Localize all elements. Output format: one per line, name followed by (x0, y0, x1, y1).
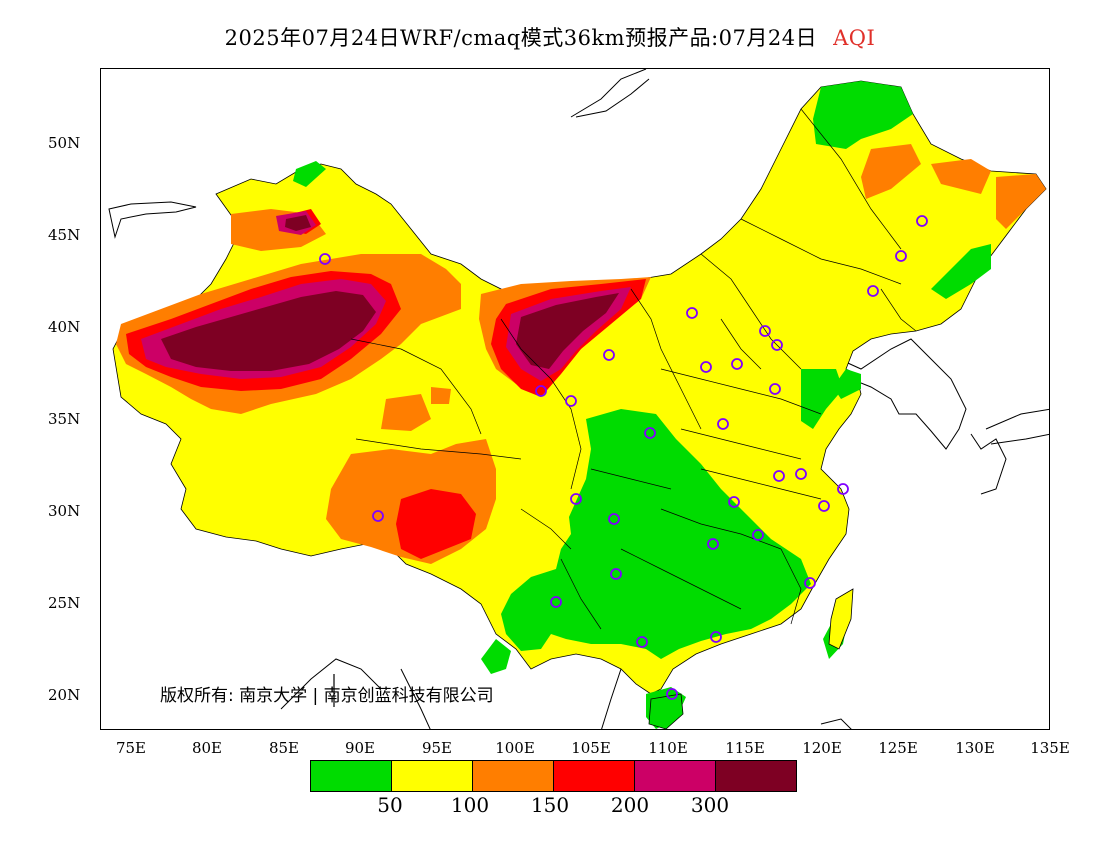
legend-label: 150 (530, 793, 570, 817)
legend-label: 300 (690, 793, 730, 817)
title-text: 2025年07月24日WRF/cmaq模式36km预报产品:07月24日 (224, 26, 818, 50)
lat-tick: 35N (48, 410, 81, 428)
lon-tick: 75E (115, 739, 147, 757)
legend-label: 100 (450, 793, 490, 817)
lat-tick: 30N (48, 502, 81, 520)
aqi-label: AQI (833, 26, 876, 50)
lon-tick: 125E (878, 739, 918, 757)
islands (648, 588, 854, 729)
map-panel[interactable] (100, 68, 1050, 730)
lon-tick: 80E (191, 739, 223, 757)
legend-label: 50 (377, 793, 403, 817)
lon-tick: 100E (495, 739, 535, 757)
lat-tick: 50N (48, 134, 81, 152)
copyright-text: 版权所有: 南京大学 | 南京创蓝科技有限公司 (160, 686, 494, 706)
legend-swatch-moderate (392, 761, 473, 791)
province-boundaries (350, 108, 917, 630)
lon-tick: 110E (648, 739, 688, 757)
china-aqi-map (108, 69, 1049, 729)
lat-tick: 45N (48, 226, 81, 244)
lat-tick: 20N (48, 686, 81, 704)
lat-tick: 25N (48, 594, 81, 612)
legend-swatch-hazardous (716, 761, 796, 791)
lon-tick: 95E (421, 739, 453, 757)
coastline-layer (108, 69, 1049, 729)
lon-tick: 120E (802, 739, 842, 757)
aqi-legend-bar (310, 760, 797, 792)
lon-tick: 85E (268, 739, 300, 757)
lon-tick: 130E (955, 739, 995, 757)
legend-swatch-usg (473, 761, 554, 791)
lon-tick: 90E (344, 739, 376, 757)
lat-tick: 40N (48, 318, 81, 336)
lon-tick: 135E (1030, 739, 1070, 757)
legend-label: 200 (610, 793, 650, 817)
lon-tick: 105E (571, 739, 611, 757)
lon-tick: 115E (725, 739, 765, 757)
chart-title: 2025年07月24日WRF/cmaq模式36km预报产品:07月24日 AQI (0, 22, 1100, 52)
aqi-layer-hazardous (161, 215, 619, 371)
legend-swatch-very-unhealthy (635, 761, 716, 791)
station-markers (319, 215, 928, 700)
legend-swatch-unhealthy (554, 761, 635, 791)
legend-swatch-good (311, 761, 392, 791)
